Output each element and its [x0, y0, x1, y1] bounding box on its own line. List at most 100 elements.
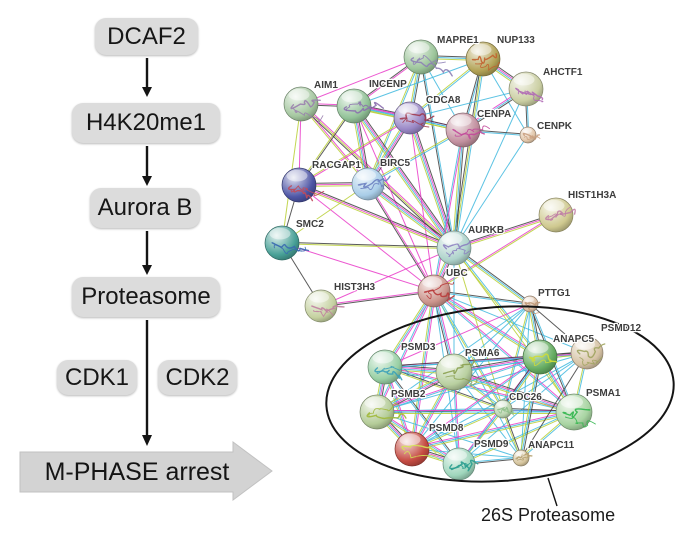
network-edge [453, 58, 484, 249]
network-node-UBC [417, 274, 455, 308]
protein-structure-glyph [442, 240, 471, 250]
network-node-ANAPC11 [512, 449, 533, 467]
node-highlight [440, 355, 463, 369]
network-edge [455, 59, 485, 249]
network-edge [411, 355, 540, 449]
network-node-PSMD9 [442, 447, 479, 481]
network-node-label-CDC26: CDC26 [509, 392, 542, 403]
protein-structure-glyph [524, 301, 541, 306]
node-highlight [309, 291, 329, 303]
network-edge [281, 243, 455, 250]
network-node-CDC26 [493, 399, 515, 419]
network-edge [455, 130, 465, 249]
node-highlight [341, 90, 363, 103]
network-node-label-SMC2: SMC2 [296, 219, 324, 230]
protein-structure-glyph [402, 118, 430, 128]
protein-structure-glyph [442, 359, 476, 375]
network-edge [412, 413, 575, 451]
node-highlight [527, 341, 549, 354]
pathway-box-h4k20me1: H4K20me1 [72, 103, 220, 143]
node-highlight [269, 227, 291, 240]
protein-structure-glyph [517, 90, 544, 103]
network-edge [320, 289, 434, 306]
protein-structure-glyph [412, 55, 446, 65]
network-edge [298, 184, 435, 292]
protein-structure-glyph [531, 357, 558, 367]
network-nodes [264, 39, 606, 481]
protein-structure-glyph [515, 452, 533, 460]
network-edge [520, 352, 588, 459]
protein-structure-glyph [287, 185, 314, 202]
network-edge [353, 58, 484, 107]
protein-structure-glyph [564, 416, 596, 428]
network-node-BIRC5 [351, 167, 391, 201]
network-edge [453, 247, 504, 410]
network-node-label-ANAPC11: ANAPC11 [528, 440, 575, 451]
protein-structure-glyph [576, 343, 606, 359]
node-highlight [496, 400, 508, 408]
network-edge [355, 104, 457, 247]
network-node-label-BIRC5: BIRC5 [380, 158, 410, 169]
network-edge [433, 290, 522, 459]
network-edge [352, 106, 454, 249]
node-highlight [422, 276, 442, 288]
network-edge [410, 117, 456, 248]
network-edge [409, 117, 435, 292]
protein-structure-glyph [292, 108, 324, 124]
network-node-label-PSMD9: PSMD9 [474, 439, 509, 450]
network-edge [434, 215, 557, 293]
node-highlight [399, 433, 421, 446]
pathway-arrows [142, 58, 152, 446]
network-node-label-CENPA: CENPA [477, 109, 511, 120]
protein-structure-glyph [290, 185, 325, 197]
network-node-label-PSMA1: PSMA1 [586, 388, 621, 399]
protein-structure-glyph [579, 356, 603, 366]
annotation-label: 26S Proteasome [481, 505, 615, 525]
network-edge [369, 181, 456, 247]
network-edge [367, 128, 463, 184]
network-node-label-HIST3H3: HIST3H3 [334, 282, 376, 293]
network-node-label-ANAPC5: ANAPC5 [553, 334, 595, 345]
mphase-arrow-shape [19, 441, 273, 501]
node-highlight [524, 296, 534, 303]
network-node-label-PTTG1: PTTG1 [538, 288, 571, 299]
network-edge [453, 247, 575, 413]
network-edge [411, 411, 575, 450]
network-edge [458, 410, 574, 464]
network-edge [409, 88, 527, 119]
network-edge [459, 412, 575, 466]
network-node-HIST1H3A [538, 197, 576, 233]
protein-structure-glyph [449, 459, 479, 472]
network-edge [434, 290, 575, 412]
network-node-label-AURKB: AURKB [468, 225, 504, 236]
protein-structure-glyph [313, 308, 334, 318]
network-node-RACGAP1 [281, 167, 325, 203]
node-highlight [450, 114, 472, 127]
network-labels: MAPRE1 NUP133 AHCTF1 AIM1 INCENP CDCA8 CENPA CE… [295, 34, 643, 452]
network-edge [432, 129, 463, 291]
pathway-box-proteasome: Proteasome [72, 277, 220, 317]
network-edge [411, 117, 457, 248]
network-edge [353, 105, 435, 292]
node-highlight [408, 41, 430, 54]
pathway-box-cdk2: CDK2 [158, 360, 237, 395]
network-edge [368, 182, 455, 248]
annotation-leader-line [547, 477, 558, 507]
protein-structure-glyph [450, 462, 471, 471]
network-node-PSMA6 [435, 353, 481, 391]
network-edge [452, 58, 482, 248]
network-edge [458, 352, 588, 465]
protein-structure-glyph [547, 206, 572, 221]
network-edge [453, 88, 527, 249]
network-edge [454, 247, 541, 357]
network-edge [434, 130, 465, 292]
network-node-label-HIST1H3A: HIST1H3A [568, 190, 616, 201]
node-highlight [513, 73, 535, 86]
protein-structure-glyph [357, 175, 391, 188]
protein-structure-glyph [471, 53, 498, 64]
node-highlight [522, 127, 532, 134]
network-node-label-AIM1: AIM1 [314, 80, 338, 91]
network-node-label-AHCTF1: AHCTF1 [543, 67, 583, 78]
network-edge [298, 116, 410, 185]
network-node-PSMD8 [394, 431, 439, 467]
